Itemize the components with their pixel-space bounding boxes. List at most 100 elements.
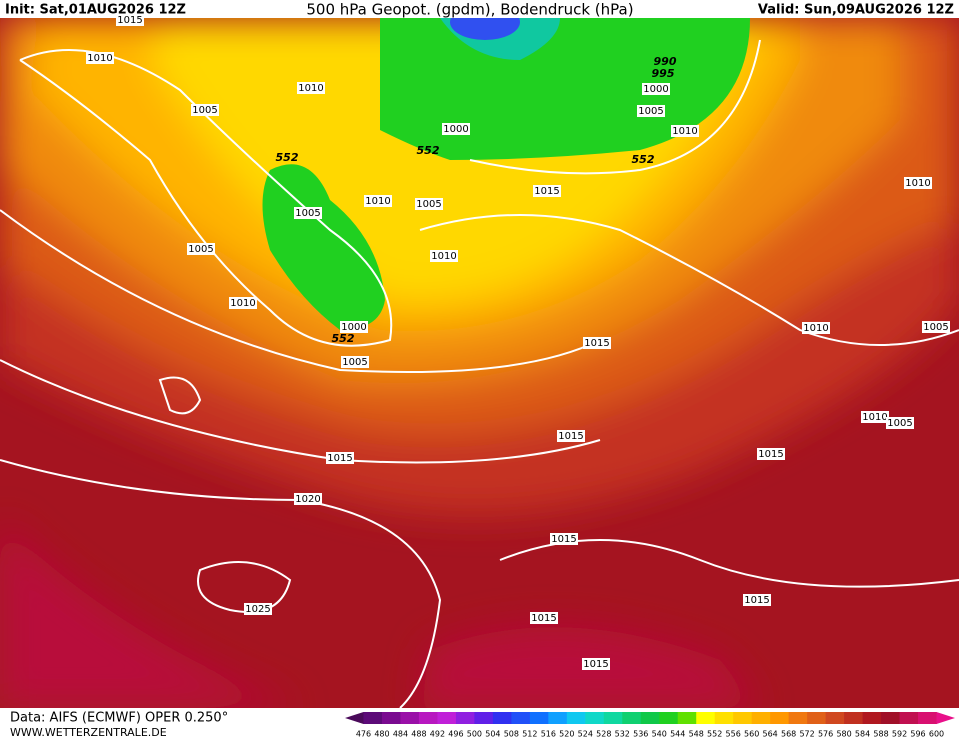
colorbar-label: 520 (559, 730, 574, 739)
isobar-label: 1005 (192, 105, 217, 116)
label-box (802, 322, 830, 334)
label-box (326, 452, 354, 464)
colorbar-label: 504 (485, 730, 500, 739)
colorbar-label: 492 (430, 730, 445, 739)
colorbar-swatch (492, 712, 512, 724)
label-box (743, 594, 771, 606)
label-box (297, 82, 325, 94)
label-box (191, 104, 219, 116)
colorbar-label: 572 (799, 730, 814, 739)
colorbar-label: 592 (892, 730, 907, 739)
colorbar-label: 544 (670, 730, 685, 739)
colorbar-arrow (936, 712, 955, 724)
isobar-label: 1000 (643, 84, 668, 95)
colorbar-swatch (640, 712, 660, 724)
label-box (637, 105, 665, 117)
colorbar-label: 560 (744, 730, 759, 739)
colorbar-label: 596 (910, 730, 925, 739)
colorbar-label: 556 (726, 730, 741, 739)
label-box (294, 493, 322, 505)
colorbar-swatch (566, 712, 586, 724)
colorbar-swatch (585, 712, 605, 724)
colorbar-swatch (862, 712, 882, 724)
isobar-label: 1005 (923, 322, 948, 333)
isobar-label: 552 (417, 144, 440, 157)
label-box (415, 198, 443, 210)
isobar-label: 552 (276, 151, 299, 164)
isobar-label: 552 (632, 153, 655, 166)
isobar-label: 1000 (443, 124, 468, 135)
label-box (642, 83, 670, 95)
colorbar-swatch (511, 712, 531, 724)
colorbar-swatch (400, 712, 420, 724)
colorbar-label: 500 (467, 730, 482, 739)
label-box (757, 448, 785, 460)
colorbar-swatch (363, 712, 383, 724)
colorbar-swatch (603, 712, 623, 724)
isobar-labels: 1015 1010 1010 1005 552 552 1005 1010 1005 1005 10… (86, 14, 950, 670)
label-box (229, 297, 257, 309)
colorbar-swatch (825, 712, 845, 724)
colorbar-label: 536 (633, 730, 648, 739)
isobar-label: 1015 (531, 613, 556, 624)
colorbar-swatch (418, 712, 438, 724)
data-source: Data: AIFS (ECMWF) OPER 0.250° (10, 711, 228, 726)
label-box (340, 321, 368, 333)
label-box (671, 125, 699, 137)
colorbar-swatch (714, 712, 734, 724)
isobar-label: 1005 (638, 106, 663, 117)
colorbar-swatch (474, 712, 494, 724)
isobar-label: 1020 (295, 494, 320, 505)
isobar-label: 1015 (551, 534, 576, 545)
colorbar-swatch (548, 712, 568, 724)
colorbar-label: 532 (615, 730, 630, 739)
map-field (0, 18, 959, 708)
colorbar-swatch (881, 712, 901, 724)
colorbar-arrow (345, 712, 364, 724)
isobar-label: 1000 (341, 322, 366, 333)
colorbar-swatch (807, 712, 827, 724)
colorbar-swatch (696, 712, 716, 724)
colorbar-swatch (770, 712, 790, 724)
isobar-label: 1005 (887, 418, 912, 429)
colorbar-label: 568 (781, 730, 796, 739)
label-box (244, 603, 272, 615)
colorbar: 476 480 484 488 492 496 500 504 508 512 516 520 524 5… (345, 712, 955, 739)
colorbar-label: 584 (855, 730, 870, 739)
colorbar-label: 488 (411, 730, 426, 739)
isobar-label: 1015 (534, 186, 559, 197)
label-box (187, 243, 215, 255)
isobar-label: 1015 (327, 453, 352, 464)
label-box (550, 533, 578, 545)
colorbar-swatch (899, 712, 919, 724)
colorbar-swatch (751, 712, 771, 724)
isobar-label: 1010 (87, 53, 112, 64)
init-time: Init: Sat,01AUG2026 12Z (5, 3, 186, 18)
isobar-label: 1010 (672, 126, 697, 137)
label-box (861, 411, 889, 423)
isobar-label: 1010 (803, 323, 828, 334)
label-box (922, 321, 950, 333)
colorbar-swatch (733, 712, 753, 724)
isobar-label: 995 (652, 67, 675, 80)
label-box (364, 195, 392, 207)
label-box (533, 185, 561, 197)
colorbar-swatch (455, 712, 475, 724)
map-title: 500 hPa Geopot. (gpdm), Bodendruck (hPa) (306, 1, 633, 19)
isobar-label: 990 (654, 55, 677, 68)
colorbar-label: 540 (652, 730, 667, 739)
label-box (86, 52, 114, 64)
isobar-label: 1015 (583, 659, 608, 670)
isobar-label: 1005 (416, 199, 441, 210)
colorbar-swatch (622, 712, 642, 724)
colorbar-label: 484 (393, 730, 408, 739)
colorbar-label: 588 (873, 730, 888, 739)
label-box (904, 177, 932, 189)
label-box (582, 658, 610, 670)
colorbar-label: 524 (578, 730, 593, 739)
isobar-label: 1010 (905, 178, 930, 189)
isobar-label: 1015 (584, 338, 609, 349)
label-box (341, 356, 369, 368)
